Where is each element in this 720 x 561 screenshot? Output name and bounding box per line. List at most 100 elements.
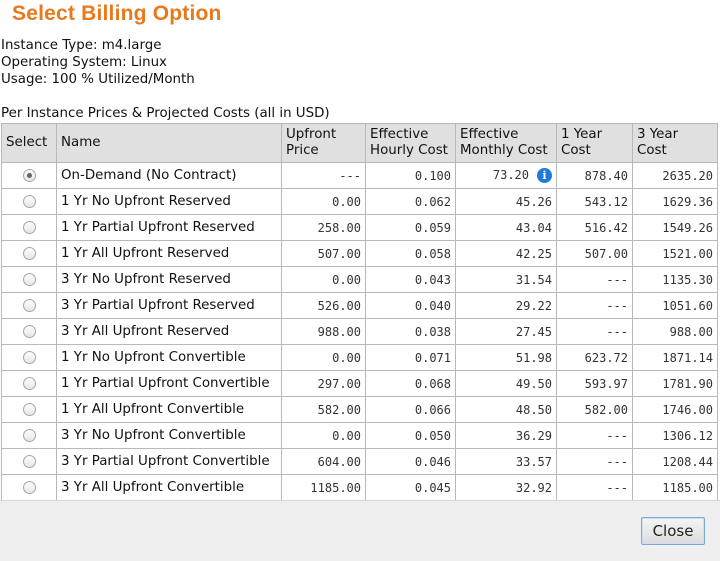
three-year-cost: 1135.30 <box>632 266 718 293</box>
upfront-price: 507.00 <box>281 240 366 267</box>
table-row[interactable]: 3 Yr Partial Upfront Reserved 526.00 0.040… <box>1 292 718 319</box>
select-cell[interactable] <box>1 370 57 397</box>
monthly-cost: 51.98 <box>515 350 552 365</box>
billing-option-radio[interactable] <box>22 246 36 260</box>
billing-option-radio[interactable] <box>22 454 36 468</box>
billing-option-radio[interactable] <box>22 220 36 234</box>
billing-option-radio[interactable] <box>22 376 36 390</box>
table-row[interactable]: 3 Yr All Upfront Convertible 1185.00 0.045… <box>1 474 718 501</box>
table-row[interactable]: On-Demand (No Contract) --- 0.100 73.20 i 878… <box>1 162 718 189</box>
header-1-year-cost: 1 Year Cost <box>556 123 633 163</box>
upfront-price: 297.00 <box>281 370 366 397</box>
header-hourly-cost: Effective Hourly Cost <box>365 123 456 163</box>
monthly-cost-cell: 49.50 <box>455 370 557 397</box>
hourly-cost: 0.046 <box>365 448 456 475</box>
select-cell[interactable] <box>1 240 57 267</box>
three-year-cost: 1185.00 <box>632 474 718 501</box>
billing-options-table: Select Name Upfront Price Effective Hourly… <box>1 123 718 501</box>
monthly-cost: 45.26 <box>515 194 552 209</box>
monthly-cost-cell: 45.26 <box>455 188 557 215</box>
hourly-cost: 0.040 <box>365 292 456 319</box>
upfront-price: 0.00 <box>281 422 366 449</box>
header-3-year-cost: 3 Year Cost <box>632 123 718 163</box>
billing-option-radio[interactable] <box>22 272 36 286</box>
select-cell[interactable] <box>1 422 57 449</box>
select-cell[interactable] <box>1 162 57 189</box>
table-row[interactable]: 1 Yr No Upfront Convertible 0.00 0.071 51.9… <box>1 344 718 371</box>
instance-info: Instance Type: m4.large Operating System… <box>1 37 195 88</box>
upfront-price: 258.00 <box>281 214 366 241</box>
upfront-price: 0.00 <box>281 266 366 293</box>
one-year-cost: 593.97 <box>556 370 633 397</box>
billing-option-radio[interactable] <box>22 402 36 416</box>
billing-option-radio[interactable] <box>22 194 36 208</box>
select-cell[interactable] <box>1 266 57 293</box>
hourly-cost: 0.100 <box>365 162 456 189</box>
upfront-price: --- <box>281 162 366 189</box>
option-name: 3 Yr Partial Upfront Reserved <box>56 292 282 319</box>
option-name: 1 Yr All Upfront Reserved <box>56 240 282 267</box>
upfront-price: 582.00 <box>281 396 366 423</box>
billing-option-radio[interactable] <box>22 350 36 364</box>
header-monthly-line1: Effective <box>460 127 519 142</box>
billing-option-radio[interactable] <box>22 480 36 494</box>
billing-option-radio[interactable] <box>22 168 36 182</box>
close-button[interactable]: Close <box>641 517 705 545</box>
one-year-cost: --- <box>556 422 633 449</box>
hourly-cost: 0.068 <box>365 370 456 397</box>
table-row[interactable]: 1 Yr No Upfront Reserved 0.00 0.062 45.26 54… <box>1 188 718 215</box>
hourly-cost: 0.071 <box>365 344 456 371</box>
monthly-cost: 32.92 <box>515 480 552 495</box>
select-cell[interactable] <box>1 318 57 345</box>
select-cell[interactable] <box>1 396 57 423</box>
three-year-cost: 1051.60 <box>632 292 718 319</box>
dialog-title: Select Billing Option <box>12 2 222 25</box>
option-name: 3 Yr Partial Upfront Convertible <box>56 448 282 475</box>
select-cell[interactable] <box>1 292 57 319</box>
billing-option-radio[interactable] <box>22 298 36 312</box>
upfront-price: 0.00 <box>281 344 366 371</box>
select-cell[interactable] <box>1 188 57 215</box>
select-cell[interactable] <box>1 448 57 475</box>
hourly-cost: 0.050 <box>365 422 456 449</box>
billing-option-radio[interactable] <box>22 428 36 442</box>
select-cell[interactable] <box>1 474 57 501</box>
option-name: 1 Yr Partial Upfront Convertible <box>56 370 282 397</box>
select-cell[interactable] <box>1 214 57 241</box>
table-row[interactable]: 1 Yr All Upfront Convertible 582.00 0.066 4… <box>1 396 718 423</box>
monthly-cost-cell: 73.20 i <box>455 162 557 189</box>
three-year-cost: 1521.00 <box>632 240 718 267</box>
header-year3-line1: 3 Year <box>637 127 679 142</box>
billing-option-radio[interactable] <box>22 324 36 338</box>
monthly-cost-cell: 27.45 <box>455 318 557 345</box>
header-year1-line1: 1 Year <box>561 127 603 142</box>
table-row[interactable]: 1 Yr Partial Upfront Reserved 258.00 0.059… <box>1 214 718 241</box>
three-year-cost: 1629.36 <box>632 188 718 215</box>
header-hourly-line1: Effective <box>370 127 429 142</box>
info-icon[interactable]: i <box>537 168 552 183</box>
header-upfront-line1: Upfront <box>286 127 337 142</box>
one-year-cost: 623.72 <box>556 344 633 371</box>
table-row[interactable]: 1 Yr All Upfront Reserved 507.00 0.058 42.2… <box>1 240 718 267</box>
table-row[interactable]: 3 Yr No Upfront Convertible 0.00 0.050 36.2… <box>1 422 718 449</box>
table-row[interactable]: 3 Yr Partial Upfront Convertible 604.00 0.… <box>1 448 718 475</box>
option-name: 1 Yr Partial Upfront Reserved <box>56 214 282 241</box>
hourly-cost: 0.045 <box>365 474 456 501</box>
monthly-cost-cell: 36.29 <box>455 422 557 449</box>
header-select: Select <box>1 123 57 163</box>
one-year-cost: 543.12 <box>556 188 633 215</box>
option-name: 1 Yr No Upfront Convertible <box>56 344 282 371</box>
header-monthly-line2: Monthly Cost <box>460 143 548 158</box>
select-cell[interactable] <box>1 344 57 371</box>
monthly-cost-cell: 32.92 <box>455 474 557 501</box>
monthly-cost-cell: 29.22 <box>455 292 557 319</box>
hourly-cost: 0.038 <box>365 318 456 345</box>
upfront-price: 0.00 <box>281 188 366 215</box>
table-header-row: Select Name Upfront Price Effective Hourly… <box>1 123 718 163</box>
upfront-price: 526.00 <box>281 292 366 319</box>
table-row[interactable]: 3 Yr All Upfront Reserved 988.00 0.038 27.4… <box>1 318 718 345</box>
table-row[interactable]: 1 Yr Partial Upfront Convertible 297.00 0.… <box>1 370 718 397</box>
table-row[interactable]: 3 Yr No Upfront Reserved 0.00 0.043 31.54 --… <box>1 266 718 293</box>
monthly-cost-cell: 43.04 <box>455 214 557 241</box>
one-year-cost: --- <box>556 448 633 475</box>
